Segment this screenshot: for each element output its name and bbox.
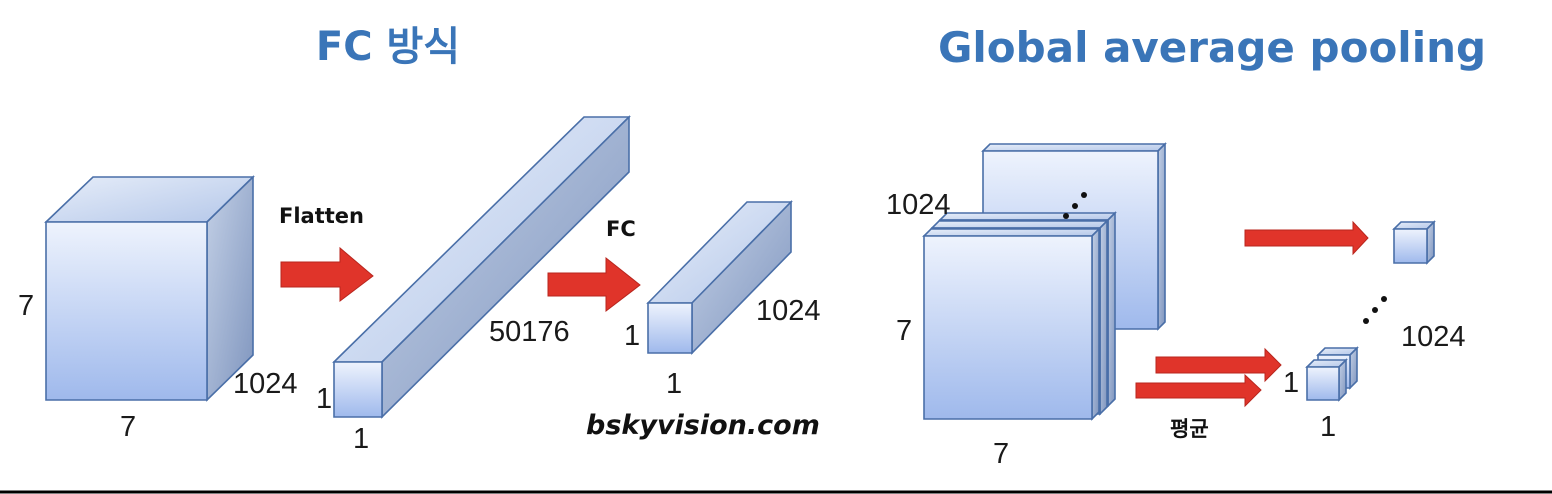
cube-height-label: 7 — [18, 290, 34, 322]
title-gap: Global average pooling — [938, 23, 1486, 72]
flat-bar-h-label: 1 — [316, 383, 332, 415]
stack-height-label: 7 — [896, 315, 912, 347]
flattened-vector-bar — [332, 115, 631, 419]
feature-map-stack — [922, 142, 1167, 421]
gap-output-cube-front — [1305, 358, 1348, 402]
fc-bar-length-label: 1024 — [756, 295, 821, 327]
stack-depth-label: 1024 — [886, 189, 951, 221]
flat-bar-length-label: 50176 — [489, 316, 570, 348]
watermark-text: bskyvision.com — [586, 410, 820, 441]
avg-arrow-top — [1244, 220, 1369, 256]
cube-depth-label: 1024 — [233, 368, 298, 400]
avg-arrow-middle — [1155, 347, 1282, 383]
flat-bar-w-label: 1 — [353, 423, 369, 455]
flatten-label: Flatten — [279, 204, 364, 228]
output-length-label: 1024 — [1401, 321, 1466, 353]
avg-arrow-bottom — [1135, 373, 1262, 408]
average-label: 평균 — [1170, 417, 1209, 441]
fc-label: FC — [606, 217, 636, 241]
cube-width-label: 7 — [120, 411, 136, 443]
output-ellipsis-dots — [1363, 296, 1387, 324]
fc-arrow — [547, 256, 641, 313]
gap-output-cube-top — [1392, 220, 1436, 265]
output-h-label: 1 — [1283, 367, 1299, 399]
fc-output-bar — [646, 200, 793, 355]
stack-width-label: 7 — [993, 438, 1009, 470]
stack-ellipsis-dots — [1063, 192, 1087, 219]
fc-bar-h-label: 1 — [624, 320, 640, 352]
flatten-arrow — [280, 246, 374, 303]
feature-map-cube — [44, 175, 255, 402]
title-fc: FC 방식 — [316, 24, 460, 70]
output-w-label: 1 — [1320, 411, 1336, 443]
fc-bar-w-label: 1 — [666, 368, 682, 400]
